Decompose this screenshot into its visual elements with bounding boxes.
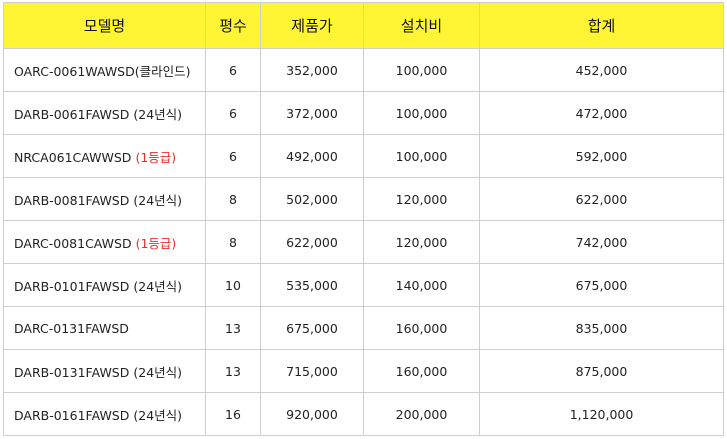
- model-name: NRCA061CAWWSD: [14, 149, 132, 165]
- area-cell: 16: [205, 392, 261, 436]
- model-cell: DARB-0081FAWSD (24년식): [3, 177, 206, 221]
- table-row: DARB-0161FAWSD (24년식) 16 920,000 200,000 1,12…: [3, 392, 724, 436]
- area-cell: 6: [205, 91, 261, 135]
- model-tag: (24년식): [133, 278, 183, 294]
- product-price-cell: 492,000: [260, 134, 364, 178]
- install-fee-cell: 100,000: [363, 134, 480, 178]
- table-row: DARB-0131FAWSD (24년식) 13 715,000 160,000 875,…: [3, 349, 724, 393]
- install-fee-cell: 160,000: [363, 349, 480, 393]
- product-price-cell: 622,000: [260, 220, 364, 264]
- table-row: NRCA061CAWWSD (1등급) 6 492,000 100,000 592,000: [3, 134, 724, 178]
- price-table: 모델명 평수 제품가 설치비 합계 OARC-0061WAWSD(클라인드) 6 3…: [3, 2, 724, 436]
- area-cell: 13: [205, 306, 261, 350]
- table-row: DARC-0131FAWSD 13 675,000 160,000 835,000: [3, 306, 724, 350]
- model-tag: (24년식): [133, 407, 183, 423]
- model-name: DARB-0131FAWSD: [14, 364, 130, 380]
- model-cell: NRCA061CAWWSD (1등급): [3, 134, 206, 178]
- model-tag: (24년식): [133, 192, 183, 208]
- model-name: DARC-0081CAWSD: [14, 235, 132, 251]
- table-header: 모델명 평수 제품가 설치비 합계: [3, 2, 724, 49]
- install-fee-cell: 100,000: [363, 91, 480, 135]
- table-row: DARB-0101FAWSD (24년식) 10 535,000 140,000 675,…: [3, 263, 724, 307]
- total-cell: 472,000: [479, 91, 724, 135]
- install-fee-cell: 200,000: [363, 392, 480, 436]
- table-row: DARC-0081CAWSD (1등급) 8 622,000 120,000 742,00…: [3, 220, 724, 264]
- header-total: 합계: [479, 2, 724, 49]
- model-cell: DARB-0161FAWSD (24년식): [3, 392, 206, 436]
- total-cell: 875,000: [479, 349, 724, 393]
- model-name: DARB-0081FAWSD: [14, 192, 130, 208]
- install-fee-cell: 120,000: [363, 177, 480, 221]
- model-cell: DARB-0131FAWSD (24년식): [3, 349, 206, 393]
- table-body: OARC-0061WAWSD(클라인드) 6 352,000 100,000 452,0…: [3, 48, 724, 436]
- model-cell: DARB-0101FAWSD (24년식): [3, 263, 206, 307]
- grade-tag: (1등급): [135, 235, 177, 251]
- header-product-price: 제품가: [260, 2, 364, 49]
- model-cell: OARC-0061WAWSD(클라인드): [3, 48, 206, 92]
- model-name: DARC-0131FAWSD: [14, 320, 129, 336]
- total-cell: 622,000: [479, 177, 724, 221]
- model-cell: DARB-0061FAWSD (24년식): [3, 91, 206, 135]
- install-fee-cell: 100,000: [363, 48, 480, 92]
- install-fee-cell: 140,000: [363, 263, 480, 307]
- table-row: DARB-0061FAWSD (24년식) 6 372,000 100,000 472,0…: [3, 91, 724, 135]
- product-price-cell: 352,000: [260, 48, 364, 92]
- product-price-cell: 372,000: [260, 91, 364, 135]
- total-cell: 675,000: [479, 263, 724, 307]
- model-cell: DARC-0081CAWSD (1등급): [3, 220, 206, 264]
- area-cell: 6: [205, 134, 261, 178]
- model-name: DARB-0161FAWSD: [14, 407, 130, 423]
- area-cell: 8: [205, 220, 261, 264]
- total-cell: 592,000: [479, 134, 724, 178]
- area-cell: 6: [205, 48, 261, 92]
- model-name: OARC-0061WAWSD: [14, 63, 135, 79]
- grade-tag: (1등급): [135, 149, 177, 165]
- header-row: 모델명 평수 제품가 설치비 합계: [3, 2, 724, 49]
- model-tag: (24년식): [133, 106, 183, 122]
- model-name: DARB-0101FAWSD: [14, 278, 130, 294]
- product-price-cell: 715,000: [260, 349, 364, 393]
- area-cell: 10: [205, 263, 261, 307]
- product-price-cell: 535,000: [260, 263, 364, 307]
- product-price-cell: 920,000: [260, 392, 364, 436]
- area-cell: 8: [205, 177, 261, 221]
- header-area: 평수: [205, 2, 261, 49]
- product-price-cell: 675,000: [260, 306, 364, 350]
- product-price-cell: 502,000: [260, 177, 364, 221]
- total-cell: 742,000: [479, 220, 724, 264]
- install-fee-cell: 160,000: [363, 306, 480, 350]
- total-cell: 1,120,000: [479, 392, 724, 436]
- install-fee-cell: 120,000: [363, 220, 480, 264]
- total-cell: 835,000: [479, 306, 724, 350]
- header-model: 모델명: [3, 2, 206, 49]
- table-row: OARC-0061WAWSD(클라인드) 6 352,000 100,000 452,0…: [3, 48, 724, 92]
- table-row: DARB-0081FAWSD (24년식) 8 502,000 120,000 622,0…: [3, 177, 724, 221]
- area-cell: 13: [205, 349, 261, 393]
- total-cell: 452,000: [479, 48, 724, 92]
- header-install-fee: 설치비: [363, 2, 480, 49]
- model-tag: (24년식): [133, 364, 183, 380]
- model-cell: DARC-0131FAWSD: [3, 306, 206, 350]
- model-name: DARB-0061FAWSD: [14, 106, 130, 122]
- model-tag: (클라인드): [134, 63, 191, 79]
